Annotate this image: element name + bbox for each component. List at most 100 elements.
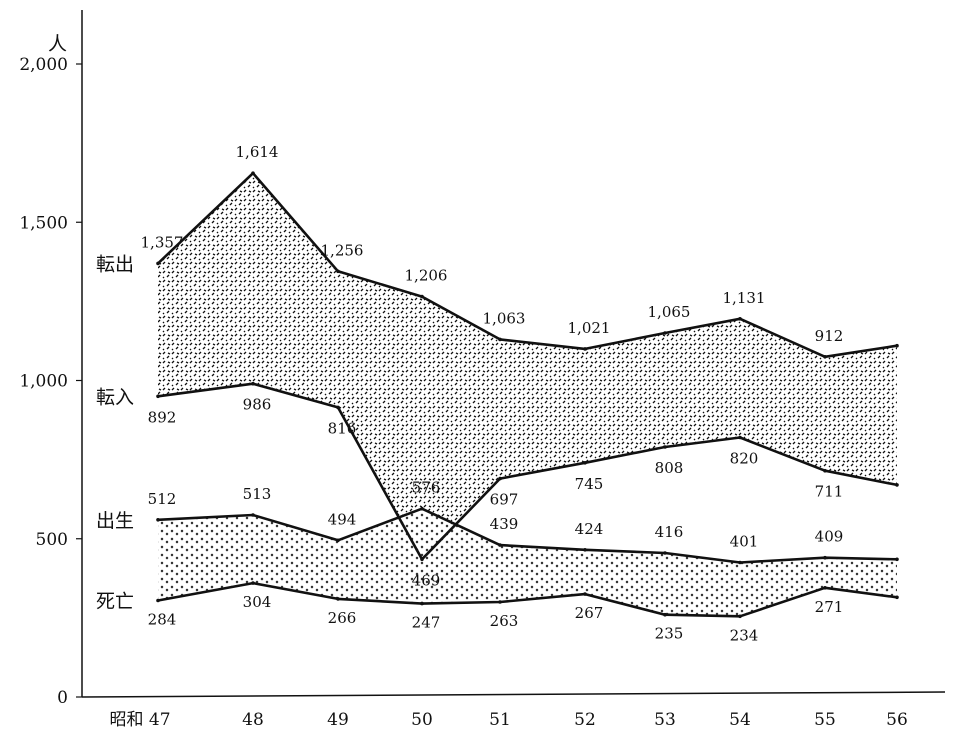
point-転入-昭和-47: [156, 394, 160, 399]
point-転入-49: [336, 405, 340, 410]
point-死亡-49: [336, 597, 340, 601]
series-lines: [157, 171, 898, 618]
point-出生-56: [895, 557, 899, 562]
point-出生-54: [738, 560, 742, 565]
x-tick-label: 昭和 47: [109, 710, 170, 730]
y-axis-unit: 人: [48, 33, 67, 55]
data-label-出生-55: 409: [815, 528, 844, 546]
series-name-死亡: 死亡: [96, 591, 134, 613]
x-tick-label: 48: [242, 710, 264, 730]
data-labels: 1,357 1,614 1,256 1,206 1,063 1,021 1,065 1,131…: [141, 143, 844, 644]
data-label-転出-55: 912: [815, 327, 844, 345]
data-label-出生-49: 494: [328, 510, 357, 528]
series-line-死亡: [157, 581, 898, 618]
y-ticks: 0 500 1,000 1,500 2,000: [19, 55, 82, 708]
data-points: [156, 171, 899, 619]
point-死亡-55: [823, 586, 827, 590]
point-出生-51: [498, 543, 502, 547]
point-転出-55: [823, 355, 827, 359]
point-転入-54: [738, 435, 742, 440]
data-label-転入-48: 986: [243, 396, 272, 414]
point-死亡-48: [251, 581, 255, 585]
x-ticks: 昭和 47 48 49 50 51 52 53 54 55 56: [109, 710, 907, 730]
band-natural: [158, 508, 897, 617]
point-転入-50: [420, 557, 424, 562]
data-label-出生-54: 401: [730, 533, 759, 551]
point-転出-52: [583, 347, 587, 351]
y-tick-label: 1,000: [19, 372, 68, 392]
band-fills: [158, 173, 897, 617]
data-label-転出-51: 1,063: [483, 309, 526, 327]
point-転出-50: [420, 294, 424, 299]
point-死亡-昭和-47: [156, 598, 160, 603]
y-tick-label: 500: [36, 530, 68, 550]
data-label-出生-51: 439: [490, 515, 519, 533]
data-label-転出-53: 1,065: [648, 303, 691, 321]
x-tick-label: 51: [489, 710, 511, 730]
x-tick-label: 49: [327, 710, 349, 730]
point-転出-53: [663, 331, 667, 335]
point-死亡-51: [498, 600, 502, 604]
data-label-転出-49: 1,256: [321, 241, 364, 259]
point-転出-51: [498, 337, 502, 342]
data-label-死亡-54: 234: [730, 626, 759, 644]
point-転出-49: [336, 269, 340, 274]
data-label-転出-52: 1,021: [568, 319, 611, 337]
data-label-死亡-50: 247: [412, 614, 441, 632]
series-name-転入: 転入: [96, 386, 134, 408]
point-転入-51: [498, 476, 502, 481]
data-label-転出-54: 1,131: [723, 289, 766, 307]
data-label-転入-51: 697: [490, 491, 519, 509]
y-tick-label: 0: [57, 688, 68, 708]
point-出生-48: [251, 513, 255, 517]
series-name-転出: 転出: [96, 253, 134, 275]
point-出生-50: [420, 506, 424, 511]
data-label-転入-55: 711: [815, 483, 844, 501]
series-line-転出: [157, 171, 898, 359]
x-tick-label: 56: [886, 710, 908, 730]
x-tick-label: 53: [654, 710, 676, 730]
y-tick-label: 2,000: [19, 55, 68, 75]
x-tick-label: 55: [814, 710, 836, 730]
data-label-死亡-55: 271: [815, 598, 844, 616]
point-転入-52: [583, 461, 587, 465]
point-転出-56: [895, 343, 899, 348]
point-出生-49: [336, 538, 340, 543]
point-転入-53: [663, 445, 667, 449]
data-label-出生-52: 424: [575, 520, 604, 538]
data-label-転入-52: 745: [575, 475, 604, 493]
series-line-出生: [157, 507, 898, 564]
band-migration: [158, 173, 897, 560]
data-label-死亡-51: 263: [490, 612, 519, 630]
data-label-死亡-昭和-47: 284: [148, 611, 177, 629]
point-死亡-53: [663, 612, 667, 617]
series-line-転入: [157, 382, 898, 561]
point-出生-昭和-47: [156, 518, 160, 522]
data-label-転入-50: 469: [412, 571, 441, 589]
series-name-出生: 出生: [96, 510, 134, 532]
data-label-転入-49: 816: [328, 419, 357, 437]
data-label-転入-昭和-47: 892: [148, 408, 177, 426]
data-label-転入-54: 820: [730, 450, 759, 468]
point-転入-55: [823, 468, 827, 473]
point-死亡-52: [583, 592, 587, 596]
point-出生-52: [583, 548, 587, 552]
data-label-出生-50: 576: [412, 479, 441, 497]
data-label-出生-48: 513: [243, 485, 272, 503]
point-死亡-54: [738, 614, 742, 619]
data-label-死亡-53: 235: [655, 625, 684, 643]
data-label-転入-53: 808: [655, 459, 684, 477]
data-label-死亡-48: 304: [243, 593, 272, 611]
point-出生-53: [663, 551, 667, 555]
x-tick-label: 54: [729, 710, 751, 730]
x-axis-line: [81, 691, 946, 698]
data-label-死亡-49: 266: [328, 609, 357, 627]
point-転入-56: [895, 483, 899, 487]
point-転出-54: [738, 317, 742, 321]
x-tick-label: 52: [574, 710, 596, 730]
point-転出-48: [251, 171, 255, 175]
point-死亡-56: [895, 595, 899, 600]
data-label-転出-50: 1,206: [405, 267, 448, 285]
